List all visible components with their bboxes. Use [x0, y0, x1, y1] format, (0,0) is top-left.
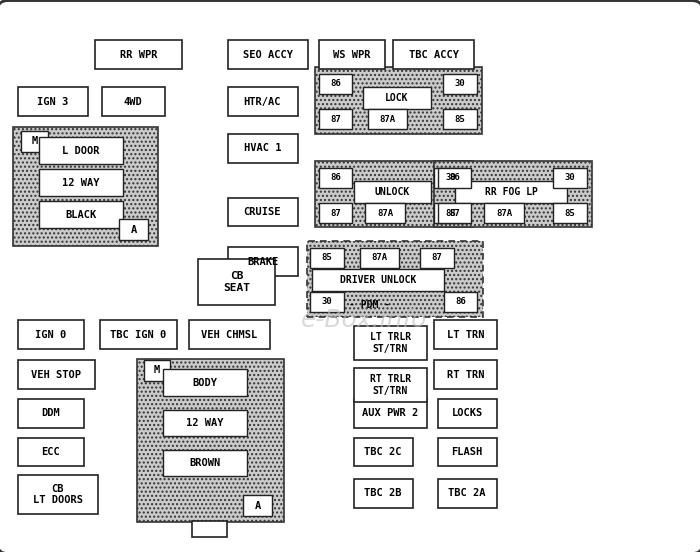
Text: DRIVER UNLOCK: DRIVER UNLOCK — [340, 275, 416, 285]
Bar — [438, 399, 497, 428]
Text: 85: 85 — [454, 115, 466, 124]
Bar — [434, 320, 497, 349]
Text: L DOOR: L DOOR — [62, 146, 100, 156]
Text: - PDM -: - PDM - — [349, 300, 390, 310]
Text: 85: 85 — [445, 209, 456, 217]
Text: 87A: 87A — [377, 209, 393, 217]
Bar — [553, 168, 587, 188]
Text: 87A: 87A — [371, 253, 388, 262]
Text: 87A: 87A — [379, 115, 396, 124]
Text: SEO ACCY: SEO ACCY — [243, 50, 293, 60]
Bar — [243, 495, 272, 516]
Bar — [368, 109, 407, 129]
Text: CB
LT DOORS: CB LT DOORS — [33, 484, 83, 506]
Text: BROWN: BROWN — [190, 458, 220, 468]
Bar — [354, 479, 413, 508]
Bar — [360, 248, 399, 268]
Text: M: M — [32, 136, 37, 146]
Bar — [354, 368, 427, 402]
Text: 4WD: 4WD — [124, 97, 142, 107]
Text: 12 WAY: 12 WAY — [186, 418, 224, 428]
Bar — [198, 259, 275, 305]
Text: ECC: ECC — [41, 447, 60, 457]
Text: FLASH: FLASH — [452, 447, 483, 457]
Bar — [354, 181, 430, 203]
Bar — [318, 109, 352, 129]
Text: WS WPR: WS WPR — [333, 50, 370, 60]
Bar — [393, 40, 474, 69]
Bar — [354, 438, 413, 466]
Bar — [434, 168, 468, 188]
Bar — [315, 161, 472, 227]
Bar — [354, 326, 427, 360]
Text: IGN 0: IGN 0 — [35, 330, 66, 339]
Bar — [365, 203, 405, 223]
Text: TBC 2A: TBC 2A — [449, 489, 486, 498]
Text: 87: 87 — [431, 253, 442, 262]
Bar — [318, 74, 352, 94]
Bar — [310, 248, 344, 268]
Text: 30: 30 — [454, 79, 466, 88]
Text: 86: 86 — [330, 173, 341, 182]
Text: A: A — [255, 501, 260, 511]
Bar — [119, 219, 148, 240]
Bar — [18, 399, 84, 428]
Bar — [363, 87, 431, 109]
Text: 86: 86 — [455, 298, 466, 306]
Bar — [443, 74, 477, 94]
Text: 85: 85 — [321, 253, 332, 262]
Bar — [484, 203, 524, 223]
Bar — [318, 168, 352, 188]
Text: 87: 87 — [330, 209, 341, 217]
Text: IGN 3: IGN 3 — [37, 97, 68, 107]
Text: BRAKE: BRAKE — [247, 257, 278, 267]
Bar — [18, 320, 84, 349]
Text: VEH CHMSL: VEH CHMSL — [201, 330, 258, 339]
Bar — [193, 521, 228, 537]
Bar — [553, 203, 587, 223]
Bar — [228, 134, 298, 163]
Bar — [307, 241, 483, 317]
Text: CB
SEAT: CB SEAT — [223, 271, 250, 293]
Bar — [18, 475, 98, 514]
Bar — [163, 410, 247, 436]
Bar — [163, 450, 247, 476]
Bar — [144, 360, 170, 381]
Bar — [39, 137, 123, 164]
Text: LOCKS: LOCKS — [452, 408, 483, 418]
Bar — [39, 201, 123, 228]
Bar — [318, 40, 385, 69]
Text: TBC IGN 0: TBC IGN 0 — [111, 330, 167, 339]
Text: 30: 30 — [564, 173, 575, 182]
Bar — [228, 40, 308, 69]
Text: RT TRLR
ST/TRN: RT TRLR ST/TRN — [370, 374, 411, 396]
Bar — [354, 399, 427, 428]
Bar — [18, 87, 88, 116]
Bar — [94, 40, 182, 69]
Bar — [189, 320, 270, 349]
Bar — [438, 168, 471, 188]
Text: BLACK: BLACK — [66, 210, 97, 220]
Text: UNLOCK: UNLOCK — [374, 187, 409, 197]
Bar — [438, 203, 471, 223]
Text: 87A: 87A — [496, 209, 512, 217]
Bar — [444, 292, 477, 312]
Text: TBC ACCY: TBC ACCY — [409, 50, 458, 60]
Text: M: M — [154, 365, 160, 375]
Bar — [136, 359, 284, 522]
Bar — [434, 161, 592, 227]
Bar — [228, 87, 298, 116]
Text: LT TRLR
ST/TRN: LT TRLR ST/TRN — [370, 332, 411, 354]
Text: A: A — [131, 225, 136, 235]
Text: RR WPR: RR WPR — [120, 50, 157, 60]
Text: 87: 87 — [449, 209, 460, 217]
Bar — [228, 247, 298, 276]
Text: DDM: DDM — [41, 408, 60, 418]
Bar — [318, 203, 352, 223]
Text: RR FOG LP: RR FOG LP — [484, 187, 538, 197]
Bar — [21, 131, 48, 152]
Bar — [228, 198, 298, 226]
Bar — [13, 127, 158, 246]
Bar — [100, 320, 177, 349]
